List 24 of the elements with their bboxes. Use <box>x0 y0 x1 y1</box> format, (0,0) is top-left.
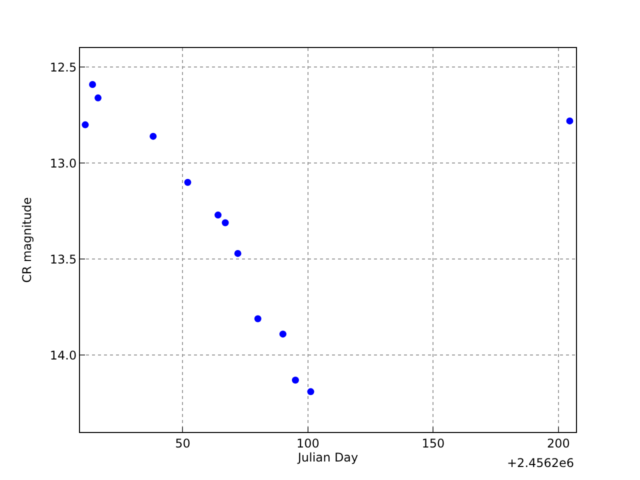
y-tick-label: 12.5 <box>50 60 77 74</box>
y-axis-title: CR magnitude <box>20 197 34 283</box>
x-tick-label: 100 <box>296 436 320 450</box>
text: +2.4562e6 <box>507 456 574 470</box>
point <box>234 250 242 257</box>
point <box>94 94 102 102</box>
y-tick-label: 13.5 <box>50 252 77 266</box>
point <box>150 132 157 140</box>
point <box>254 315 262 322</box>
point <box>89 80 96 88</box>
point <box>214 212 222 219</box>
y-tick-label: 14.0 <box>50 348 77 362</box>
point <box>82 121 89 128</box>
x-tick-label: 200 <box>547 436 570 450</box>
point <box>222 219 229 226</box>
point <box>307 388 314 396</box>
point <box>566 117 574 124</box>
point <box>279 330 286 338</box>
point <box>184 178 192 186</box>
point <box>292 376 299 384</box>
x-axis-title: Julian Day <box>296 450 358 464</box>
y-tick-label: 13.0 <box>50 156 77 170</box>
x-tick-label: 150 <box>422 436 445 450</box>
x-tick-label: 50 <box>175 436 190 450</box>
